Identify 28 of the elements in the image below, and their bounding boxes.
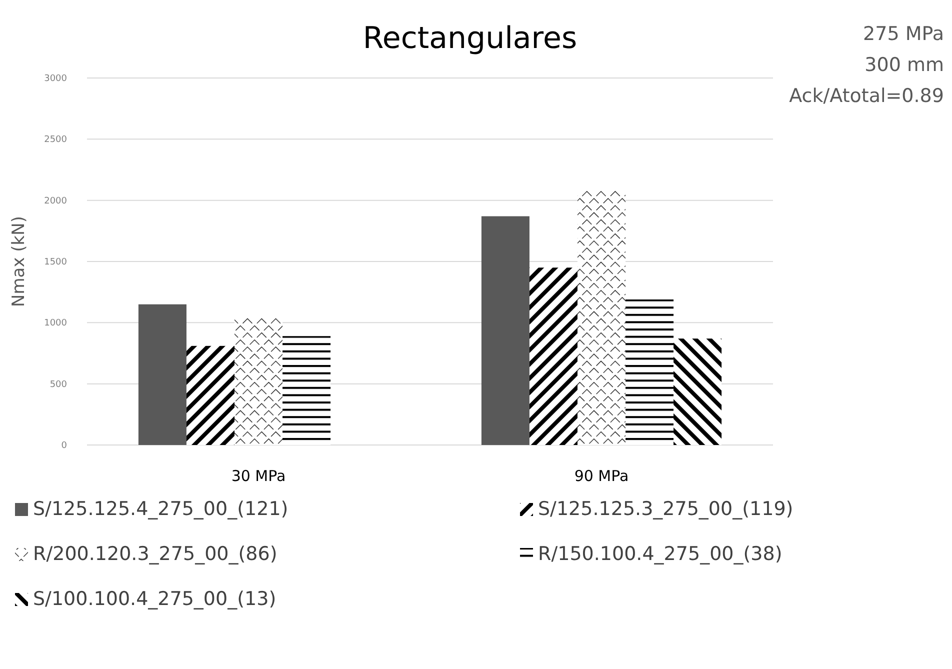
y-tick-label: 2000 [44, 196, 68, 206]
legend-label: S/100.100.4_275_00_(13) [33, 588, 276, 610]
bar [577, 190, 626, 445]
bar [674, 338, 722, 445]
x-tick-label: 90 MPa [574, 467, 629, 485]
text: 300 mm [864, 54, 944, 76]
x-tick-label: 30 MPa [231, 467, 286, 485]
legend-label: S/125.125.4_275_00_(121) [33, 498, 288, 520]
legend-label: R/150.100.4_275_00_(38) [538, 543, 782, 565]
bar [529, 268, 578, 445]
bar [626, 299, 674, 445]
bar [481, 216, 530, 445]
legend-label: S/125.125.3_275_00_(119) [538, 498, 794, 520]
chart-title: Rectangulares [362, 21, 578, 56]
text: Ack/Atotal=0.89 [789, 85, 944, 107]
text: 275 MPa [863, 23, 944, 45]
y-tick-label: 0 [61, 441, 68, 451]
bar [282, 336, 331, 445]
y-tick-label: 500 [50, 380, 68, 390]
y-tick-label: 2500 [44, 135, 68, 146]
bar [186, 346, 234, 445]
y-tick-label: 1000 [44, 318, 68, 329]
y-tick-label: 3000 [44, 74, 68, 84]
bar [138, 304, 186, 445]
legend-label: R/200.120.3_275_00_(86) [33, 543, 278, 565]
y-axis-title: Nmax (kN) [9, 216, 29, 307]
y-tick-label: 1500 [44, 258, 68, 268]
bar [234, 318, 283, 445]
